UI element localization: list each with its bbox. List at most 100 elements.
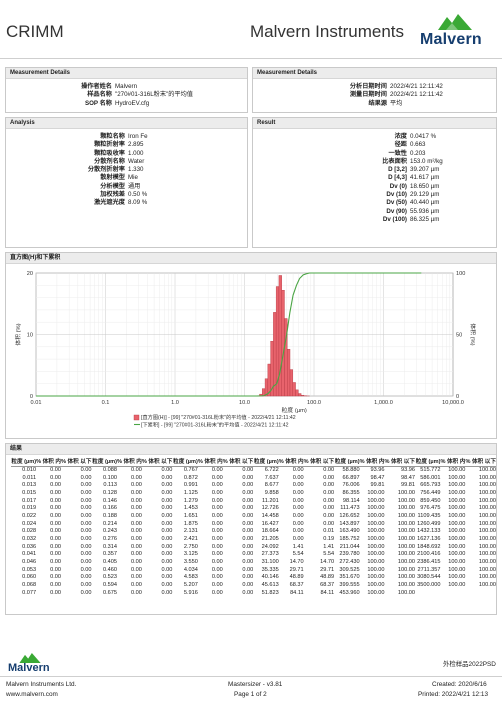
size-cell: 0.357 [102,551,117,558]
vol-below-cell: 0.00 [323,505,335,512]
vol-below-cell: 100.00 [478,566,496,573]
vol-in-cell: 100.00 [448,582,466,589]
kv-label: 分散剂折射率 [87,166,125,174]
kv-value: 40.440 µm [410,199,440,207]
vol-in-cell: 0.00 [50,512,62,519]
vol-below-cell: 93.96 [401,467,415,474]
x-tick-label: 0.1 [102,400,110,406]
panel-title: Measurement Details [6,68,247,79]
footer-logo: Malvern [6,653,60,675]
panel-title: Measurement Details [253,68,496,79]
vol-in-cell: 0.00 [131,559,142,566]
panel-title: Result [253,118,496,129]
vol-below-cell: 0.00 [80,551,92,558]
vol-in-cell: 68.37 [289,582,304,589]
mountain-logo-icon [19,653,41,663]
table-row: 0.024 0.00 0.00 0.214 0.00 0.00 1.875 0.00 0.00 1… [11,520,496,528]
vol-in-cell: 0.00 [211,536,223,543]
kv-value: 86.325 µm [410,215,440,223]
vol-in-cell: 0.00 [131,505,142,512]
vol-in-cell: 100.00 [448,474,466,481]
vol-below-cell: 0.00 [242,489,254,496]
vol-below-cell: 100.00 [397,574,415,581]
x-tick-label: 1.0 [171,400,179,406]
vol-below-cell: 0.00 [161,536,173,543]
vol-in-cell: 0.00 [50,559,62,566]
kv-row: Dv (100) 86.325 µm [257,216,443,224]
column-header-vol-in: % 体积 内 [359,459,385,466]
size-cell: 16.427 [261,520,279,527]
kv-value: 2022/4/21 12:11:42 [390,83,443,90]
kv-label: Dv (90) [386,207,407,215]
vol-below-cell: 0.00 [323,497,335,504]
legend-entry-cumulative: [下累积] - [99] "270#01-316L粉末"的平均值 - 2022/… [141,421,289,429]
kv-label: 浓度 [394,133,407,140]
vol-below-cell: 68.37 [320,582,335,589]
size-cell: 18.664 [261,528,279,535]
vol-in-cell: 29.71 [289,566,304,573]
vol-below-cell: 14.70 [320,559,335,566]
vol-below-cell: 0.00 [80,520,92,527]
vol-below-cell: 100.00 [397,528,415,535]
vol-below-cell: 0.00 [80,528,92,535]
size-cell: 86.355 [342,489,360,496]
histogram-bar [273,312,277,397]
table-row: 0.022 0.00 0.00 0.188 0.00 0.00 1.651 0.00 0.00 1… [11,512,496,520]
column-header-vol-below: % 体积 以下 [465,459,496,466]
vol-in-cell: 0.00 [50,505,62,512]
vol-below-cell: 0.00 [242,497,254,504]
kv-label: 一致性 [388,149,407,157]
vol-in-cell: 100.00 [448,512,466,519]
size-cell: 1109.435 [417,512,441,519]
vol-below-cell: 0.00 [242,589,254,596]
size-cell: 665.793 [420,482,441,489]
vol-below-cell: 0.00 [161,543,173,550]
size-cell: 0.015 [22,489,37,496]
vol-in-cell: 100.00 [367,520,385,527]
results-table-panel: 结果 粒度 (µm)% 体积 内% 体积 以下 粒度 (µm)% 体积 内% 体积… [5,443,497,615]
kv-label: 颗粒吸收率 [94,149,125,157]
x-axis-label: 粒度 (µm) [282,406,307,414]
vol-in-cell: 100.00 [367,536,385,543]
kv-row: D [4,3] 41.617 µm [257,174,443,182]
kv-row: Dv (10) 29.129 µm [257,191,443,199]
vol-in-cell: 0.00 [211,589,223,596]
vol-below-cell: 0.00 [80,536,92,543]
kv-value: 平均 [390,99,403,107]
vol-below-cell: 100.00 [478,582,496,589]
column-header-size: 粒度 (µm) [11,459,37,466]
vol-below-cell: 0.00 [161,551,173,558]
vol-in-cell: 0.00 [211,474,223,481]
size-cell: 0.053 [22,566,37,573]
vol-below-cell: 0.00 [242,566,254,573]
kv-label: D [4,3] [388,174,407,182]
kv-row: 测量日期时间 2022/4/21 12:11:42 [257,91,443,99]
vol-in-cell: 100.00 [367,589,385,596]
kv-label: 结果源 [368,99,387,107]
vol-in-cell: 100.00 [448,467,466,474]
vol-below-cell: 0.00 [161,589,173,596]
kv-value: "270#01-316L粉末"的平均值 [115,91,193,99]
vol-in-cell: 0.00 [131,467,142,474]
table-row: 0.015 0.00 0.00 0.128 0.00 0.00 1.125 0.00 0.00 9… [11,489,496,497]
kv-label: 颗粒名称 [100,133,125,140]
vol-below-cell: 0.00 [161,520,173,527]
vol-below-cell: 0.00 [242,536,254,543]
vol-below-cell: 1.41 [323,543,335,550]
kv-value: Water [128,157,145,165]
kv-label: 分散剂名称 [94,157,125,165]
kv-value: Malvern [115,83,138,90]
column-header-vol-in: % 体积 内 [440,459,466,466]
size-cell: 0.017 [22,497,37,504]
size-cell: 51.823 [261,589,279,596]
size-cell: 2711.357 [417,566,441,573]
vol-below-cell: 100.00 [397,551,415,558]
vol-in-cell: 0.00 [50,497,62,504]
kv-row: 分散剂折射率 1.330 [10,166,148,174]
kv-list: 颗粒名称 Iron Fe 颗粒折射率 2.895 颗粒吸收率 1.000 分散剂名称 Wate… [10,133,148,208]
vol-below-cell: 100.00 [478,559,496,566]
vol-below-cell: 100.00 [478,551,496,558]
kv-label: SOP 名称 [84,99,112,107]
vol-below-cell: 0.00 [80,497,92,504]
vol-in-cell: 0.00 [292,505,304,512]
